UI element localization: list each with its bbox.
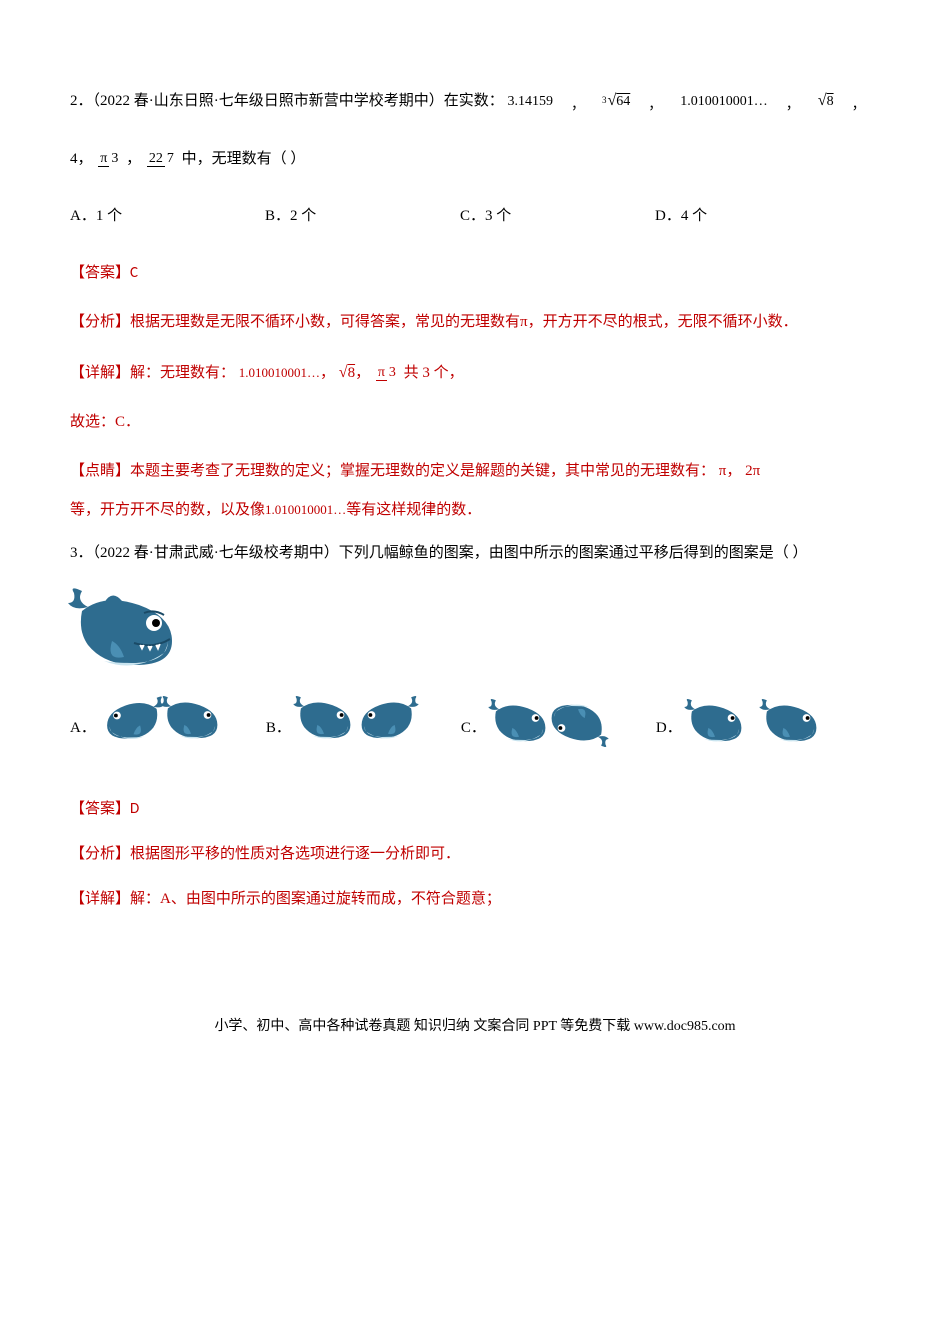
q2-analysis: 【分析】根据无理数是无限不循环小数，可得答案，常见的无理数有π，开方开不尽的根式… [70,303,880,342]
q3-analysis: 【分析】根据图形平移的性质对各选项进行逐一分析即可． [70,835,880,874]
q2-hint: 【点睛】本题主要考查了无理数的定义；掌握无理数的定义是解题的关键，其中常见的无理… [70,452,880,491]
q2-options: A．1 个 B．2 个 C．3 个 D．4 个 [70,197,880,236]
q3-opt-d: D． [656,688,832,768]
frac-pi-3: π3 [98,151,120,166]
q3-header: 3．（2022 春·甘肃武威·七年级校考期中）下列几幅鲸鱼的图案，由图中所示的图… [70,534,880,573]
whale-pair-a-icon [96,688,226,768]
q2-opt-d: D．4 个 [655,197,850,236]
q2-header: 2．（2022 春·山东日照·七年级日照市新营中学校考期中）在实数： [70,93,504,109]
q2-hint-2: 等，开方开不尽的数，以及像1.010010001…等有这样规律的数． [70,491,880,530]
whale-pair-c-icon [486,688,616,768]
q3-opt-c: C． [461,688,616,768]
q2-detail: 【详解】解：无理数有： 1.010010001…， √8， π3 共 3 个， [70,352,880,394]
q3-options: A． B． [70,688,880,768]
whale-icon [64,583,179,678]
frac-pi-3-b: π3 [376,365,398,380]
q2-opt-c: C．3 个 [460,197,655,236]
q2-num-c: 1.010010001… [680,84,768,120]
q3-answer: 【答案】D [70,790,880,829]
q2-num-b: 3√64 [603,80,630,122]
q2-opt-a: A．1 个 [70,197,265,236]
q2-answer: 【答案】C [70,254,880,293]
q2-num-d: √8 [818,80,834,122]
q3-reference-image [64,583,880,678]
whale-pair-d-icon [682,688,832,768]
frac-22-7: 227 [147,151,176,166]
q2-opt-b: B．2 个 [265,197,460,236]
q2-line2: 4， π3 ， 227 中，无理数有（ ） [70,140,880,179]
q2-line1: 2．（2022 春·山东日照·七年级日照市新营中学校考期中）在实数： 3.141… [70,80,880,122]
whale-pair-b-icon [291,688,421,768]
q2-num-a: 3.14159 [508,84,554,120]
q3-opt-a: A． [70,688,226,768]
page-footer: 小学、初中、高中各种试卷真题 知识归纳 文案合同 PPT 等免费下载 www.d… [70,1009,880,1045]
q2-math-seq: 3.14159， 3√64， 1.010010001…， √8， [508,80,866,122]
q3-detail: 【详解】解：A、由图中所示的图案通过旋转而成，不符合题意； [70,880,880,919]
q2-conclude: 故选：C． [70,403,880,442]
q3-opt-b: B． [266,688,421,768]
